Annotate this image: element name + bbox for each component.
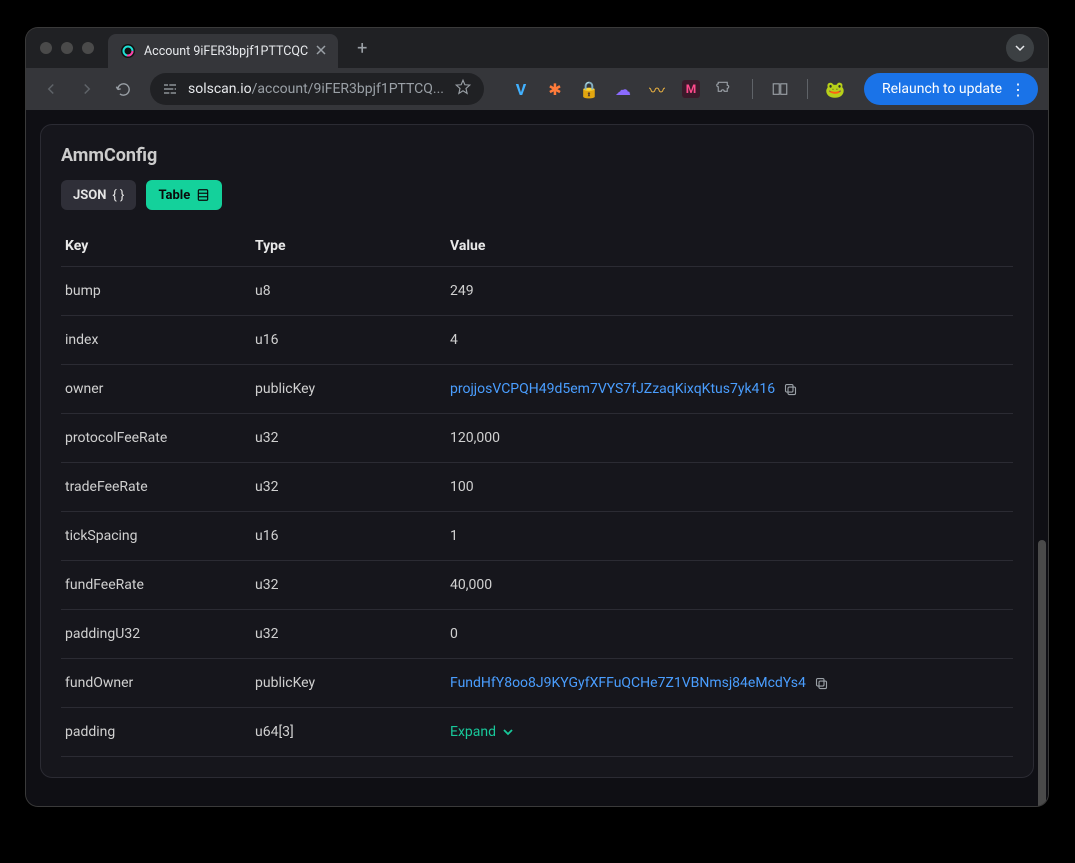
cell-value: Expand [446, 708, 1013, 757]
cell-type: u32 [251, 610, 446, 659]
table-row: tradeFeeRateu32100 [61, 463, 1013, 512]
table-row: indexu164 [61, 316, 1013, 365]
json-toggle-button[interactable]: JSON { } [61, 180, 136, 210]
view-toggle: JSON { } Table [41, 180, 1033, 226]
table-row: paddingU32u320 [61, 610, 1013, 659]
reload-icon [115, 81, 132, 98]
extension-icons: V ✱ 🔒 ☁ 〰 M 🐸 [512, 79, 844, 99]
cell-key: fundFeeRate [61, 561, 251, 610]
cell-value: 4 [446, 316, 1013, 365]
copy-icon[interactable] [814, 676, 829, 691]
reload-button[interactable] [108, 74, 138, 104]
cell-key: owner [61, 365, 251, 414]
cell-value: 249 [446, 267, 1013, 316]
ammconfig-card: AmmConfig JSON { } Table Key Type [40, 124, 1034, 778]
relaunch-label: Relaunch to update [882, 81, 1002, 97]
tab-title: Account 9iFER3bpjf1PTTCQC [144, 44, 308, 59]
ext-cloud-icon[interactable]: ☁ [614, 80, 632, 98]
cell-key: tradeFeeRate [61, 463, 251, 512]
toolbar: solscan.io/account/9iFER3bpjf1PTTCQ... V… [26, 68, 1048, 110]
cell-type: u32 [251, 414, 446, 463]
ext-avatar-icon[interactable]: 🐸 [826, 80, 844, 98]
relaunch-button[interactable]: Relaunch to update ⋮ [864, 73, 1038, 105]
table-row: protocolFeeRateu32120,000 [61, 414, 1013, 463]
window-controls [40, 42, 94, 54]
forward-button[interactable] [72, 74, 102, 104]
cell-type: u32 [251, 561, 446, 610]
cell-type: publicKey [251, 365, 446, 414]
cell-key: protocolFeeRate [61, 414, 251, 463]
back-button[interactable] [36, 74, 66, 104]
pubkey-link[interactable]: projjosVCPQH49d5em7VYS7fJZzaqKixqKtus7yk… [450, 381, 775, 397]
cell-value: 40,000 [446, 561, 1013, 610]
window-minimize-icon[interactable] [61, 42, 73, 54]
cell-key: bump [61, 267, 251, 316]
favicon-icon [120, 43, 136, 59]
cell-value: 0 [446, 610, 1013, 659]
window-maximize-icon[interactable] [82, 42, 94, 54]
scrollbar[interactable] [1038, 540, 1046, 806]
cell-key: fundOwner [61, 659, 251, 708]
table-icon [196, 188, 210, 202]
title-bar: Account 9iFER3bpjf1PTTCQC + [26, 28, 1048, 68]
table-toggle-button[interactable]: Table [146, 180, 222, 210]
col-value-header: Value [446, 226, 1013, 267]
ext-lock-icon[interactable]: 🔒 [580, 80, 598, 98]
url-text: solscan.io/account/9iFER3bpjf1PTTCQ... [188, 81, 444, 97]
scrollbar-thumb[interactable] [1038, 540, 1046, 806]
cell-key: tickSpacing [61, 512, 251, 561]
data-table: Key Type Value bumpu8249indexu164ownerpu… [61, 226, 1013, 757]
pubkey-link[interactable]: FundHfY8oo8J9KYGyfXFFuQCHe7Z1VBNmsj84eMc… [450, 675, 806, 691]
cell-type: u32 [251, 463, 446, 512]
cell-key: index [61, 316, 251, 365]
arrow-left-icon [42, 80, 60, 98]
chevron-down-icon [1014, 42, 1026, 54]
cell-key: paddingU32 [61, 610, 251, 659]
cell-value: 1 [446, 512, 1013, 561]
cell-value: 100 [446, 463, 1013, 512]
address-bar[interactable]: solscan.io/account/9iFER3bpjf1PTTCQ... [150, 73, 484, 105]
cell-value: FundHfY8oo8J9KYGyfXFFuQCHe7Z1VBNmsj84eMc… [446, 659, 1013, 708]
table-row: bumpu8249 [61, 267, 1013, 316]
cell-value: 120,000 [446, 414, 1013, 463]
col-key-header: Key [61, 226, 251, 267]
window-close-icon[interactable] [40, 42, 52, 54]
table-header-row: Key Type Value [61, 226, 1013, 267]
expand-button[interactable]: Expand [450, 724, 514, 740]
ext-spark-icon[interactable]: ✱ [546, 80, 564, 98]
arrow-right-icon [78, 80, 96, 98]
more-icon: ⋮ [1010, 80, 1026, 99]
tab-close-icon[interactable] [316, 43, 326, 59]
cell-type: u64[3] [251, 708, 446, 757]
ext-wave-icon[interactable]: 〰 [648, 80, 666, 98]
cell-key: padding [61, 708, 251, 757]
table-row: fundFeeRateu3240,000 [61, 561, 1013, 610]
browser-tab[interactable]: Account 9iFER3bpjf1PTTCQC [108, 34, 338, 68]
cell-value: projjosVCPQH49d5em7VYS7fJZzaqKixqKtus7yk… [446, 365, 1013, 414]
separator [807, 79, 808, 99]
cell-type: u16 [251, 316, 446, 365]
bookmark-icon[interactable] [454, 78, 472, 100]
browser-window: Account 9iFER3bpjf1PTTCQC + solscan.io/a… [26, 28, 1048, 806]
new-tab-button[interactable]: + [348, 38, 376, 59]
site-settings-icon[interactable] [162, 81, 178, 97]
content-area: AmmConfig JSON { } Table Key Type [26, 110, 1048, 806]
separator [752, 79, 753, 99]
table-row: fundOwnerpublicKeyFundHfY8oo8J9KYGyfXFFu… [61, 659, 1013, 708]
table-row: paddingu64[3]Expand [61, 708, 1013, 757]
col-type-header: Type [251, 226, 446, 267]
window-dropdown-button[interactable] [1006, 34, 1034, 62]
card-title: AmmConfig [41, 145, 1033, 180]
cell-type: u8 [251, 267, 446, 316]
ext-m-icon[interactable]: M [682, 80, 700, 98]
ext-puzzle-icon[interactable] [716, 80, 734, 98]
table-row: tickSpacingu161 [61, 512, 1013, 561]
ext-reader-icon[interactable] [771, 80, 789, 98]
ext-vimeo-icon[interactable]: V [512, 80, 530, 98]
cell-type: u16 [251, 512, 446, 561]
copy-icon[interactable] [783, 382, 798, 397]
table-row: ownerpublicKeyprojjosVCPQH49d5em7VYS7fJZ… [61, 365, 1013, 414]
cell-type: publicKey [251, 659, 446, 708]
